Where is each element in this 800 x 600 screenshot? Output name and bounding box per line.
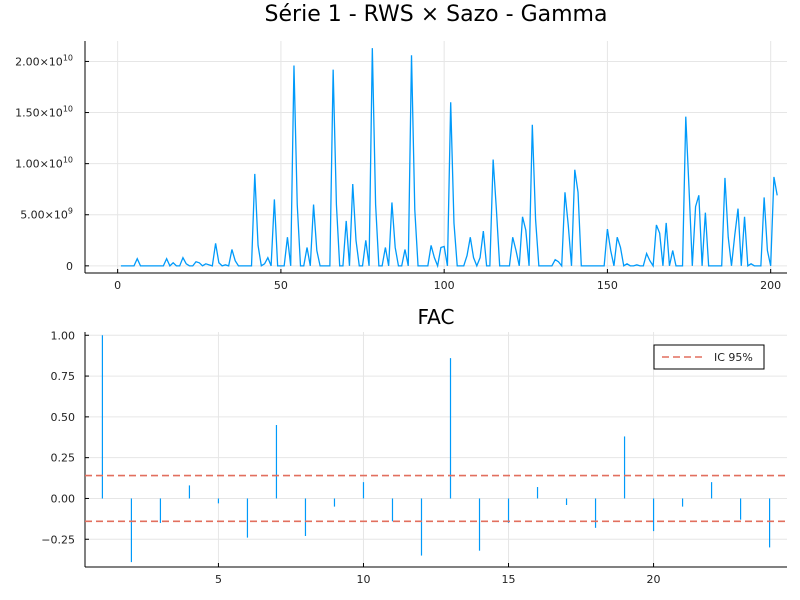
top-series-line <box>120 48 778 269</box>
bottom-y-tick-label: −0.25 <box>41 533 75 546</box>
top-x-tick-label: 200 <box>760 279 781 292</box>
bottom-x-tick-label: 15 <box>502 573 516 586</box>
top-x-tick-label: 100 <box>434 279 455 292</box>
bottom-x-tick-label: 20 <box>647 573 661 586</box>
bottom-x-tick-label: 5 <box>215 573 222 586</box>
bottom-y-tick-label: 0.75 <box>51 370 76 383</box>
top-x-tick-label: 50 <box>274 279 288 292</box>
bottom-axes <box>84 332 787 568</box>
bottom-y-tick-label: 0.25 <box>51 452 76 465</box>
top-chart: Série 1 - RWS × Sazo - Gamma 0 50 100 150 20… <box>15 2 787 292</box>
bottom-chart-title: FAC <box>418 305 455 329</box>
top-y-tick-labels: 0 5.00×109 1.00×1010 1.50×1010 2.00×1010 <box>15 53 73 272</box>
bottom-y-tick-label: 0.00 <box>51 492 76 505</box>
bottom-grid <box>85 332 787 567</box>
bottom-y-tick-labels: −0.25 0.00 0.25 0.50 0.75 1.00 <box>41 329 75 546</box>
top-x-tick-label: 150 <box>597 279 618 292</box>
legend: IC 95% <box>653 344 765 370</box>
top-y-tick-label: 1.50×1010 <box>15 105 73 120</box>
top-y-tick-label: 0 <box>66 260 73 273</box>
confidence-interval-lines <box>85 474 787 523</box>
top-x-tick-labels: 0 50 100 150 200 <box>114 279 781 292</box>
top-axes <box>84 41 787 274</box>
top-grid <box>85 41 787 273</box>
bottom-x-tick-label: 10 <box>356 573 370 586</box>
top-y-tick-label: 1.00×1010 <box>15 156 73 171</box>
legend-label: IC 95% <box>714 351 753 364</box>
top-chart-title: Série 1 - RWS × Sazo - Gamma <box>265 2 608 27</box>
top-x-tick-label: 0 <box>114 279 121 292</box>
top-y-tick-label: 5.00×109 <box>20 207 73 222</box>
legend-box <box>653 344 765 370</box>
bottom-y-tick-label: 1.00 <box>51 329 76 342</box>
bottom-chart: FAC 5 10 15 20 −0.25 0.00 0.25 0.50 0.75 1.00 IC… <box>41 305 787 586</box>
bottom-x-tick-labels: 5 10 15 20 <box>215 573 661 586</box>
top-y-tick-label: 2.00×1010 <box>15 53 73 68</box>
bottom-y-tick-label: 0.50 <box>51 411 76 424</box>
